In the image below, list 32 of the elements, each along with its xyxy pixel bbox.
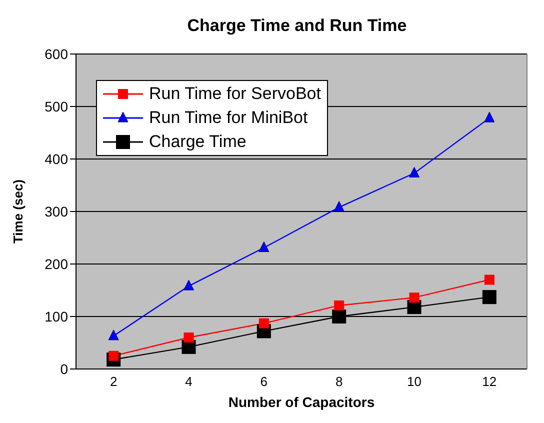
legend-label: Run Time for MiniBot xyxy=(149,107,308,129)
point xyxy=(108,330,119,340)
point xyxy=(332,310,346,324)
point xyxy=(484,112,495,122)
y-tick-label: 600 xyxy=(44,46,68,62)
point xyxy=(409,166,420,178)
y-tick-label: 300 xyxy=(44,203,68,220)
x-axis-title: Number of Capacitors xyxy=(228,394,375,410)
point xyxy=(184,332,194,342)
y-tick-label: 0 xyxy=(60,360,68,377)
point xyxy=(334,300,344,310)
legend-label: Charge Time xyxy=(149,131,246,153)
y-tick-label: 500 xyxy=(44,98,68,114)
x-tick-label: 6 xyxy=(260,374,268,390)
point xyxy=(258,318,269,328)
point xyxy=(484,274,494,285)
x-tick-label: 12 xyxy=(482,374,497,390)
x-tick-label: 2 xyxy=(110,374,118,390)
x-tick-label: 10 xyxy=(407,374,422,390)
x-tick-label: 8 xyxy=(335,374,343,390)
x-tick-label: 4 xyxy=(185,374,192,390)
y-tick-label: 400 xyxy=(44,150,68,167)
point xyxy=(482,290,496,304)
point xyxy=(334,201,344,212)
chart-title: Charge Time and Run Time xyxy=(186,15,408,37)
y-tick-label: 200 xyxy=(44,256,68,272)
point xyxy=(184,280,194,290)
legend-label: Run Time for ServoBot xyxy=(149,83,321,105)
y-tick-label: 100 xyxy=(44,308,68,324)
point xyxy=(409,292,420,303)
y-axis-title: Time (sec) xyxy=(10,179,26,244)
point xyxy=(258,241,270,252)
